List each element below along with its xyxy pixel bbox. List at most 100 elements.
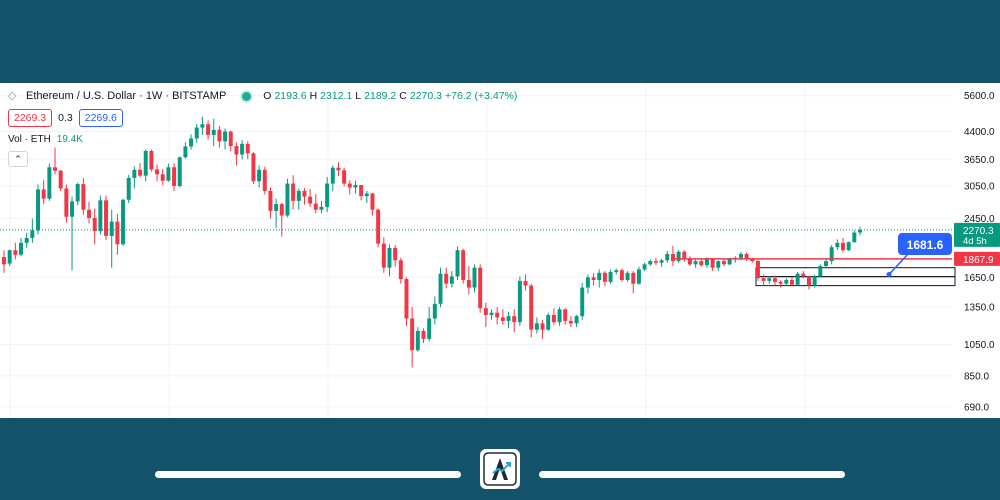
candle-body [642, 264, 647, 270]
candle-body [557, 309, 562, 323]
candle-body [36, 189, 40, 231]
candle-body [81, 184, 86, 210]
candle-body [251, 153, 256, 182]
candle-body [206, 124, 211, 135]
candle-body [7, 250, 12, 264]
candle-body [211, 129, 216, 135]
candle-body [421, 330, 426, 339]
candle-body [512, 316, 517, 323]
candle-body [92, 217, 97, 232]
candle-body [455, 250, 460, 277]
candle-body [858, 229, 862, 233]
ohlc-values: O 2193.6 H 2312.1 L 2189.2 C 2270.3 +76.2 (+… [263, 90, 517, 102]
candle-body [693, 261, 698, 265]
candle-body [568, 320, 573, 324]
chart-panel[interactable]: 5600.0 4400.0 3650.0 3050.0 2450.0 1650.0 1350… [0, 83, 1000, 418]
candle-body [772, 278, 777, 282]
candle-body [534, 323, 539, 330]
symbol-icon: ◇ [8, 90, 17, 102]
candle-body [506, 316, 511, 321]
candle-body [676, 251, 681, 262]
high-value: 2312.1 [320, 90, 353, 102]
support-zone-box[interactable] [755, 267, 956, 278]
sell-button[interactable]: 2269.3 [8, 109, 53, 127]
candle-body [143, 150, 148, 176]
candle-body [835, 242, 840, 248]
candle-body [342, 170, 347, 184]
candle-body [744, 253, 749, 260]
footer-line-left [155, 471, 461, 478]
candle-body [449, 276, 454, 284]
candle-body [228, 131, 233, 147]
candle-body [784, 280, 789, 284]
candle-body [523, 280, 528, 286]
candle-body [166, 167, 171, 181]
candle-body [115, 221, 120, 245]
candle-body [551, 315, 556, 323]
y-axis-tick-label: 4400.0 [964, 127, 995, 138]
candle-body [183, 146, 188, 158]
candle-body [126, 177, 131, 200]
candle-body [767, 278, 772, 281]
candle-body [279, 204, 284, 216]
quote-row: 2269.3 0.3 2269.6 [8, 109, 123, 127]
candle-body [58, 170, 63, 189]
candle-body [597, 272, 602, 281]
callout-anchor-point [886, 271, 892, 277]
resistance-price-label: 1867.9 [963, 255, 994, 266]
candle-body [53, 167, 58, 171]
candle-body [364, 193, 369, 197]
candle-body [687, 259, 692, 265]
candle-body [614, 270, 619, 272]
candle-body [240, 143, 245, 155]
candle-body [47, 167, 52, 199]
current-price-tag [954, 222, 1000, 247]
bar-countdown-label: 4d 5h [963, 236, 987, 247]
collapse-legend-button[interactable]: ⌃ [8, 151, 28, 167]
candlestick-chart[interactable]: 5600.0 4400.0 3650.0 3050.0 2450.0 1650.0 1350… [0, 83, 1000, 418]
current-price-label: 2270.3 [963, 226, 994, 237]
candle-body [257, 169, 262, 182]
candle-body [738, 253, 743, 258]
candle-body [608, 271, 613, 282]
candle-body [245, 143, 250, 154]
candle-body [296, 190, 301, 201]
volume-legend: Vol · ETH 19.4K [8, 134, 83, 145]
buy-button[interactable]: 2269.6 [78, 109, 123, 127]
y-axis-tick-label: 1650.0 [964, 273, 995, 284]
footer-line-right [539, 471, 845, 478]
candle-body [716, 261, 721, 268]
symbol-title[interactable]: Ethereum / U.S. Dollar · 1W · BITSTAMP [26, 90, 227, 102]
candle-body [438, 273, 443, 304]
candle-body [665, 253, 670, 261]
candle-body [302, 190, 307, 197]
candle-body [132, 169, 137, 178]
low-value: 2189.2 [364, 90, 397, 102]
candle-body [336, 167, 341, 171]
candle-body [325, 183, 330, 207]
y-axis-tick-label: 1350.0 [964, 303, 995, 314]
support-zone-box[interactable] [755, 276, 956, 287]
candle-body [444, 273, 449, 284]
candle-body [699, 261, 704, 266]
candle-body [563, 309, 568, 321]
y-axis-tick-label: 1050.0 [964, 340, 995, 351]
y-axis-tick-label: 850.0 [964, 371, 989, 382]
candle-body [160, 174, 165, 181]
candle-body [721, 261, 726, 265]
price-callout-box[interactable] [898, 233, 952, 255]
candle-body [381, 243, 386, 268]
candle-body [19, 242, 23, 255]
candle-body [653, 261, 658, 263]
candle-body [2, 257, 6, 265]
candle-body [291, 183, 296, 201]
candle-body [149, 150, 154, 170]
y-axis-tick-label: 2450.0 [964, 214, 995, 225]
candle-body [461, 250, 466, 281]
candle-body [574, 316, 579, 324]
candle-body [410, 318, 415, 351]
low-label: L [355, 90, 362, 102]
candle-body [104, 200, 109, 236]
chart-legend: ◇ Ethereum / U.S. Dollar · 1W · BITSTAMP… [8, 87, 517, 105]
candle-body [387, 247, 392, 268]
